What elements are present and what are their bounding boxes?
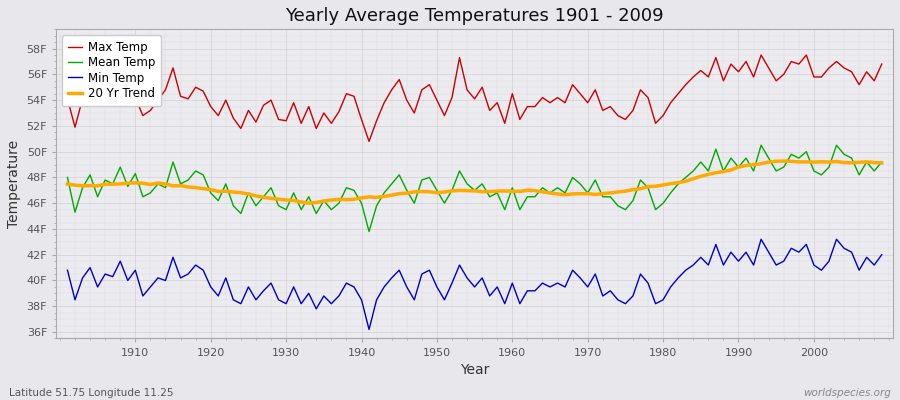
X-axis label: Year: Year: [460, 363, 490, 377]
Mean Temp: [605, 194, 616, 199]
Max Temp: [515, 117, 526, 122]
20 Yr Trend: [877, 160, 887, 165]
Min Temp: [507, 281, 517, 286]
Min Temp: [877, 252, 887, 257]
Title: Yearly Average Temperatures 1901 - 2009: Yearly Average Temperatures 1901 - 2009: [285, 7, 664, 25]
Min Temp: [288, 284, 299, 289]
Min Temp: [605, 288, 616, 293]
Y-axis label: Temperature: Temperature: [7, 140, 21, 228]
Min Temp: [364, 327, 374, 332]
Text: worldspecies.org: worldspecies.org: [803, 388, 891, 398]
Max Temp: [507, 91, 517, 96]
20 Yr Trend: [507, 189, 517, 194]
Mean Temp: [122, 184, 133, 189]
20 Yr Trend: [62, 182, 73, 186]
Mean Temp: [515, 207, 526, 212]
20 Yr Trend: [341, 197, 352, 202]
Max Temp: [288, 100, 299, 105]
Min Temp: [122, 278, 133, 283]
Mean Temp: [364, 229, 374, 234]
Max Temp: [877, 62, 887, 66]
Legend: Max Temp, Mean Temp, Min Temp, 20 Yr Trend: Max Temp, Mean Temp, Min Temp, 20 Yr Tre…: [62, 35, 161, 106]
Min Temp: [515, 301, 526, 306]
Max Temp: [122, 99, 133, 104]
Text: Latitude 51.75 Longitude 11.25: Latitude 51.75 Longitude 11.25: [9, 388, 174, 398]
Max Temp: [62, 96, 73, 101]
Line: 20 Yr Trend: 20 Yr Trend: [68, 161, 882, 203]
Max Temp: [334, 109, 345, 114]
Max Temp: [364, 139, 374, 144]
20 Yr Trend: [288, 198, 299, 203]
Line: Min Temp: Min Temp: [68, 239, 882, 330]
20 Yr Trend: [303, 201, 314, 206]
Max Temp: [605, 104, 616, 109]
Mean Temp: [288, 190, 299, 195]
Min Temp: [756, 237, 767, 242]
20 Yr Trend: [515, 189, 526, 194]
Line: Mean Temp: Mean Temp: [68, 145, 882, 232]
20 Yr Trend: [778, 159, 789, 164]
Mean Temp: [334, 201, 345, 206]
Mean Temp: [507, 185, 517, 190]
20 Yr Trend: [605, 190, 616, 195]
20 Yr Trend: [122, 181, 133, 186]
Max Temp: [756, 53, 767, 58]
Min Temp: [334, 294, 345, 298]
Mean Temp: [877, 160, 887, 164]
Line: Max Temp: Max Temp: [68, 55, 882, 141]
Mean Temp: [62, 175, 73, 180]
Mean Temp: [756, 143, 767, 148]
Min Temp: [62, 268, 73, 272]
